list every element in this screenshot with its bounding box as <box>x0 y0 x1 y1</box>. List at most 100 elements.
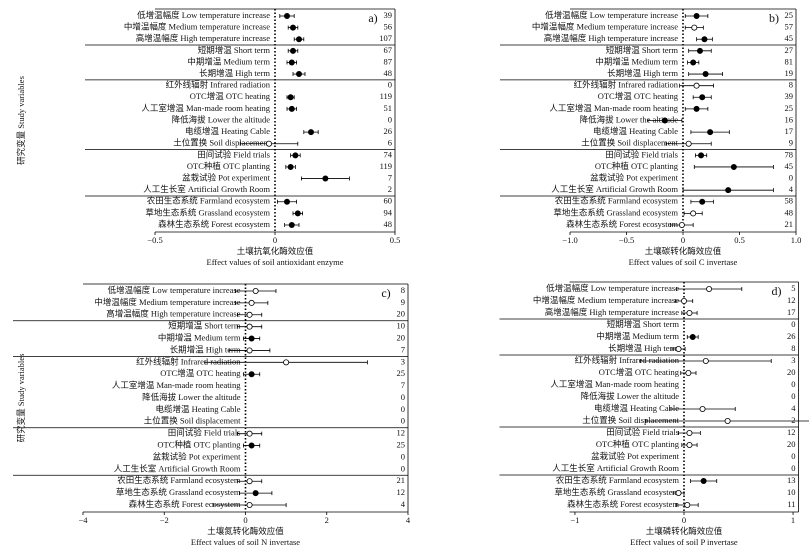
effect-point <box>700 477 707 484</box>
row-label: 田间试验 Field trials <box>606 427 679 437</box>
x-tick-label: 1.0 <box>791 235 802 245</box>
effect-point <box>252 287 259 294</box>
effect-point <box>690 210 697 217</box>
effect-point <box>702 71 709 78</box>
row-label: OTC增温 OTC heating <box>599 367 680 377</box>
effect-point <box>288 59 295 66</box>
count-label: 0 <box>791 319 795 329</box>
count-label: 45 <box>785 161 794 171</box>
row-label: 中增温幅度 Medium temperature increase <box>94 297 240 307</box>
row-label: 低增温幅度 Low temperature increase <box>108 285 241 295</box>
count-label: 51 <box>384 103 393 113</box>
count-label: 4 <box>789 184 794 194</box>
row-label: 高增温幅度 High temperature increase <box>544 33 679 43</box>
effect-point <box>689 333 696 340</box>
panel-label: d) <box>772 284 782 298</box>
row-label: 农田生态系统 Farmland ecosystem <box>555 196 679 206</box>
panel-label: a) <box>368 11 377 25</box>
effect-point <box>295 71 302 78</box>
effect-point <box>289 24 296 31</box>
count-label: 4 <box>401 499 406 509</box>
effect-point <box>287 163 294 170</box>
row-label: 降低海拔 Lower the altitude <box>172 114 271 124</box>
row-label: 中期增温 Medium term <box>595 56 678 66</box>
x-tick-label: 2 <box>325 515 329 525</box>
row-label: 森林生态系统 Forest ecosystem <box>129 499 241 509</box>
count-label: 0 <box>388 80 392 90</box>
row-label: 电缆增温 Heating Cable <box>156 404 241 414</box>
count-label: 25 <box>785 103 794 113</box>
row-label: 森林生态系统 Forest ecosystem <box>566 219 678 229</box>
row-label: 草地生态系统 Grassland ecosystem <box>116 487 241 497</box>
count-label: 60 <box>384 196 393 206</box>
effect-point <box>283 12 290 19</box>
count-label: 0 <box>791 463 795 473</box>
count-label: 25 <box>785 10 794 20</box>
row-label: 森林生态系统 Forest ecosystem <box>158 219 270 229</box>
count-label: 56 <box>384 22 393 32</box>
row-label: 田间试验 Field trials <box>168 428 241 438</box>
count-label: 21 <box>397 475 406 485</box>
row-label: 短期增温 Short term <box>198 45 271 55</box>
row-label: OTC增温 OTC heating <box>160 368 241 378</box>
count-label: 8 <box>401 285 405 295</box>
panel-label: c) <box>381 286 390 300</box>
x-axis-label: 土壤氮转化酶效应值 <box>207 526 284 536</box>
count-label: 78 <box>785 149 794 159</box>
count-label: 3 <box>791 355 795 365</box>
count-label: 39 <box>384 10 393 20</box>
count-label: 10 <box>787 487 796 497</box>
y-axis-label: 研究变量 Study variables <box>16 76 26 165</box>
row-label: 土位置换 Soil displacement <box>581 138 678 148</box>
row-label: 人工生长室 Artificial Growth Room <box>551 184 678 194</box>
count-label: 11 <box>787 499 795 509</box>
effect-point <box>686 429 693 436</box>
count-label: 94 <box>384 207 393 217</box>
effect-point <box>725 187 732 194</box>
effect-point <box>248 442 255 449</box>
count-label: 6 <box>388 138 392 148</box>
row-label: 短期增温 Short term <box>606 45 679 55</box>
row-label: 长期增温 High term <box>608 343 679 353</box>
effect-point <box>246 501 253 508</box>
row-label: 红外线辐射 Infrared radiation <box>136 356 241 366</box>
effect-point <box>294 210 301 217</box>
count-label: 25 <box>397 368 406 378</box>
row-label: 田间试验 Field trials <box>605 149 678 159</box>
effect-point <box>699 198 706 205</box>
row-label: 农田生态系统 Farmland ecosystem <box>556 475 680 485</box>
x-axis-label-en: Effect values of soil C invertase <box>629 257 738 267</box>
row-label: 盆栽试验 Pot experiment <box>182 173 270 183</box>
panel-label: b) <box>769 11 779 25</box>
effect-point <box>661 117 668 124</box>
x-axis-label: 土壤抗氧化酶效应值 <box>237 246 314 256</box>
effect-point <box>702 357 709 364</box>
row-label: 农田生态系统 Farmland ecosystem <box>117 475 241 485</box>
row-label: 人工室增温 Man-made room heating <box>112 380 241 390</box>
x-axis-label: 土壤碳转化酶效应值 <box>645 246 722 256</box>
row-label: 人工生长室 Artificial Growth Room <box>143 184 270 194</box>
count-label: 13 <box>787 475 796 485</box>
count-label: 119 <box>380 91 392 101</box>
count-label: 107 <box>379 33 392 43</box>
effect-point <box>693 12 700 19</box>
y-axis-label: 研究变量 Study variables <box>16 354 26 443</box>
effect-point <box>724 417 731 424</box>
count-label: 0 <box>791 379 795 389</box>
count-label: 0 <box>401 404 405 414</box>
effect-point <box>699 405 706 412</box>
row-label: 土位置换 Soil displacement <box>582 415 679 425</box>
count-label: 87 <box>384 56 393 66</box>
row-label: 人工室增温 Man-made room heating <box>550 379 679 389</box>
count-label: 57 <box>785 22 794 32</box>
row-label: 长期增温 High term <box>607 68 678 78</box>
count-label: 10 <box>397 321 406 331</box>
effect-point <box>701 36 708 43</box>
x-tick-label: 0 <box>243 515 247 525</box>
x-axis-label: 土壤磷转化酶效应值 <box>646 526 723 536</box>
effect-point <box>246 347 253 354</box>
count-label: 0 <box>401 451 405 461</box>
row-label: 土位置换 Soil displacement <box>173 138 270 148</box>
count-label: 74 <box>384 149 393 159</box>
count-label: 9 <box>401 297 405 307</box>
